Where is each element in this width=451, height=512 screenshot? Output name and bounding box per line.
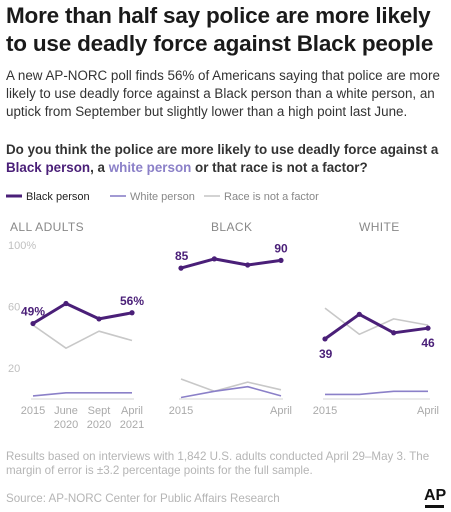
dek: A new AP-NORC poll finds 56% of American…	[6, 68, 440, 119]
panel-title-0: ALL ADULTS	[10, 220, 84, 234]
x-tick-1-0: 2015	[169, 405, 193, 417]
legend-label-2: Race is not a factor	[224, 191, 319, 203]
series-line-1-0	[180, 257, 282, 270]
series-line-2-2	[324, 307, 429, 336]
point-0-1	[63, 300, 69, 307]
x-tick-2-0: 2015	[313, 405, 337, 417]
data-label-2-3: 46	[421, 336, 435, 350]
point-1-1	[211, 256, 217, 262]
data-label-1-0: 85	[175, 249, 189, 263]
footnote: Results based on interviews with 1,842 U…	[6, 450, 430, 477]
x-tick2-0-1: 2020	[54, 419, 78, 431]
x-tick-0-1: June	[54, 405, 78, 417]
x-tick2-0-3: 2021	[120, 419, 144, 431]
ap-logo: AP	[424, 487, 447, 504]
x-tick-0-0: 2015	[21, 405, 45, 417]
x-tick-2-3: April	[417, 405, 439, 417]
panel-title-1: BLACK	[211, 220, 252, 234]
point-1-0	[178, 265, 184, 271]
chart: Black person White person Race is not a fa…	[6, 191, 439, 431]
legend-label-1: White person	[130, 191, 195, 203]
series-line-2-0	[324, 312, 429, 341]
point-0-2	[96, 316, 102, 322]
series-line-0-1	[32, 392, 132, 397]
point-2-0	[322, 336, 328, 342]
point-1-2	[245, 262, 251, 268]
panel-title-2: WHITE	[359, 220, 400, 234]
y-tick-1: 60	[8, 302, 20, 314]
series-line-0-2	[32, 324, 133, 349]
headline: More than half say police are more likel…	[6, 3, 434, 56]
series-line-1-1	[180, 385, 282, 399]
x-tick2-0-2: 2020	[87, 419, 111, 431]
question: Do you think the police are more likely …	[6, 141, 446, 177]
data-label-2-0: 39	[319, 347, 333, 361]
legend-label-0: Black person	[26, 191, 90, 203]
point-2-3	[425, 325, 431, 331]
point-0-0	[30, 320, 36, 327]
y-tick-2: 20	[8, 363, 20, 375]
question-part2: , a	[90, 160, 109, 175]
data-label-1-3: 90	[274, 241, 288, 255]
source: Source: AP-NORC Center for Public Affair…	[6, 492, 280, 505]
x-tick-0-2: Sept	[88, 405, 111, 417]
point-0-3	[129, 310, 135, 316]
ap-logo-bar	[425, 505, 444, 508]
data-label-0-3: 56%	[120, 294, 144, 308]
question-white: white person	[108, 160, 192, 175]
point-2-1	[356, 311, 362, 317]
series-line-2-1	[325, 390, 428, 396]
x-tick-0-3: April	[121, 405, 143, 417]
question-part1: Do you think the police are more likely …	[6, 142, 439, 157]
y-tick-0: 100%	[8, 240, 36, 252]
question-part3: or that race is not a factor?	[191, 160, 368, 175]
data-label-0-0: 49%	[21, 305, 45, 319]
series-line-1-2	[180, 378, 282, 393]
point-2-2	[391, 330, 397, 336]
question-black: Black person	[6, 160, 91, 175]
point-1-3	[278, 257, 284, 263]
series-line-0-0	[32, 302, 133, 325]
x-tick-1-3: April	[270, 405, 292, 417]
